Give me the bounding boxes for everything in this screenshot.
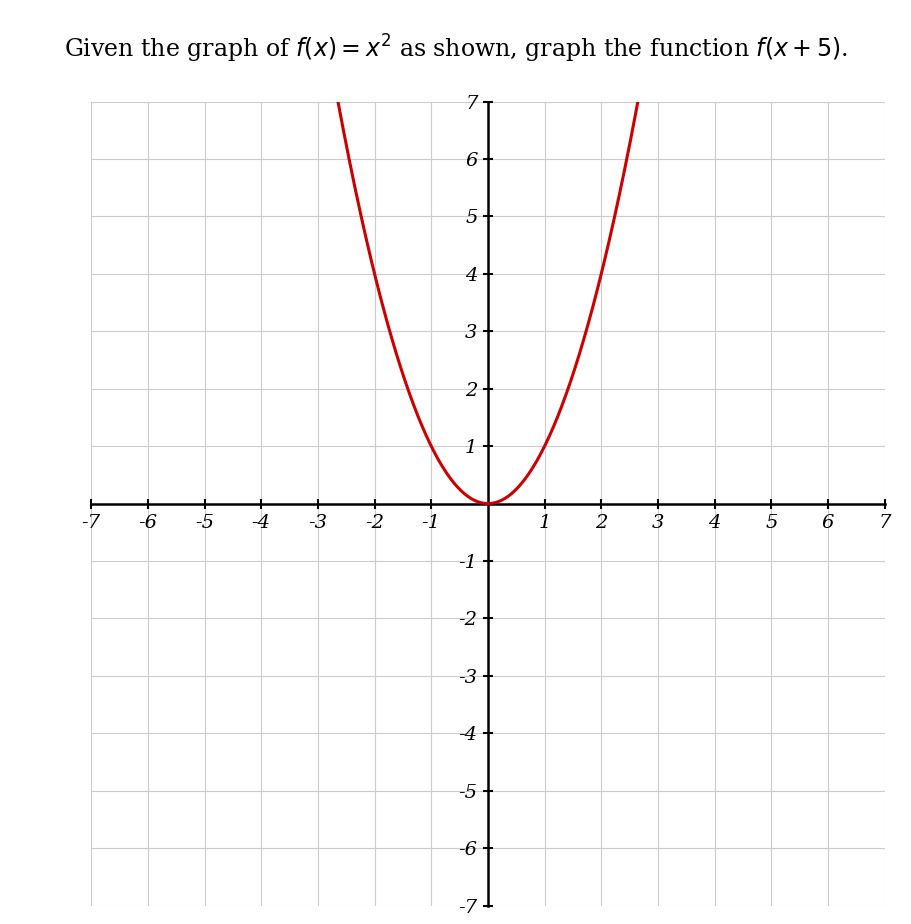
Text: Given the graph of $f(x) = x^2$ as shown, graph the function $f(x + 5)$.: Given the graph of $f(x) = x^2$ as shown… bbox=[64, 32, 847, 65]
